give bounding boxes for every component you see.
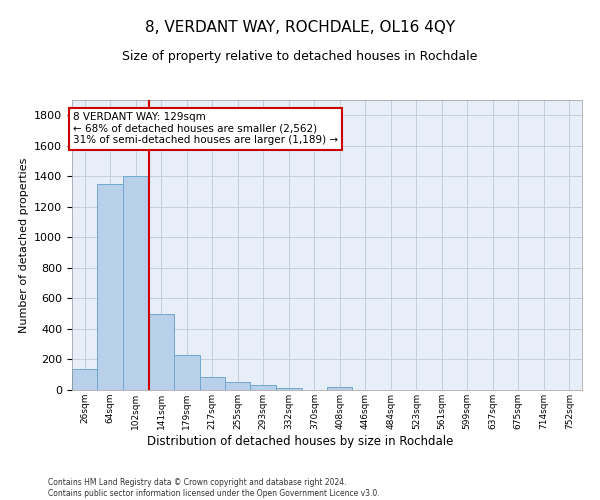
Text: 8 VERDANT WAY: 129sqm
← 68% of detached houses are smaller (2,562)
31% of semi-d: 8 VERDANT WAY: 129sqm ← 68% of detached … — [73, 112, 338, 146]
Y-axis label: Number of detached properties: Number of detached properties — [19, 158, 29, 332]
Bar — [123, 176, 149, 390]
Bar — [276, 388, 302, 390]
Bar — [225, 382, 250, 390]
Bar — [327, 387, 352, 390]
Text: 8, VERDANT WAY, ROCHDALE, OL16 4QY: 8, VERDANT WAY, ROCHDALE, OL16 4QY — [145, 20, 455, 35]
Bar — [149, 314, 174, 390]
Bar — [72, 370, 97, 390]
Text: Size of property relative to detached houses in Rochdale: Size of property relative to detached ho… — [122, 50, 478, 63]
Bar — [174, 355, 200, 390]
Bar — [97, 184, 123, 390]
Bar — [199, 377, 225, 390]
Text: Distribution of detached houses by size in Rochdale: Distribution of detached houses by size … — [147, 435, 453, 448]
Text: Contains HM Land Registry data © Crown copyright and database right 2024.
Contai: Contains HM Land Registry data © Crown c… — [48, 478, 380, 498]
Bar — [250, 386, 276, 390]
